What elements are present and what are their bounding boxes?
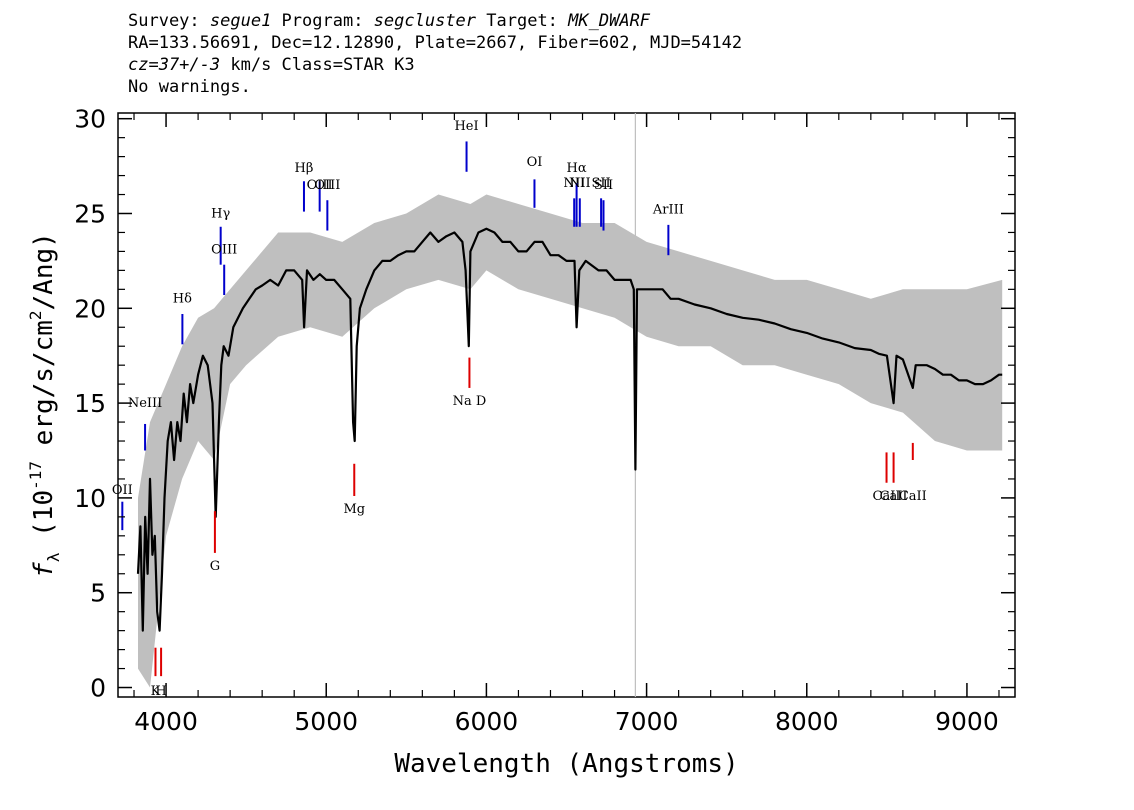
x-tick-label: 7000 bbox=[615, 707, 679, 736]
absorption-line-label: G bbox=[210, 559, 220, 574]
header-coordinates-line: RA=133.56691, Dec=12.12890, Plate=2667, … bbox=[128, 33, 743, 53]
y-tick-label: 25 bbox=[74, 199, 106, 228]
header-segment: segcluster bbox=[373, 11, 477, 31]
header-survey-line: Survey: segue1 Program: segcluster Targe… bbox=[128, 10, 742, 32]
y-tick-label: 5 bbox=[90, 579, 106, 608]
x-tick-label: 4000 bbox=[134, 707, 198, 736]
header-segment: Target: bbox=[476, 11, 569, 31]
header-segment: MK_DWARF bbox=[568, 11, 651, 31]
y-axis-title: fλ (10-17 erg/s/cm2/Ang) bbox=[26, 232, 63, 578]
header-segment: cz=37+/-3 bbox=[128, 55, 221, 75]
absorption-line-label: Na D bbox=[453, 394, 487, 409]
emission-line-label: Hδ bbox=[173, 292, 192, 307]
emission-line-label: OIII bbox=[211, 242, 237, 257]
error-band-group bbox=[138, 194, 1003, 688]
absorption-line-label: Mg bbox=[343, 502, 365, 517]
emission-line-label: Hγ bbox=[211, 206, 230, 221]
emission-line-label: Hβ bbox=[295, 161, 314, 176]
y-tick-label: 30 bbox=[74, 105, 106, 134]
plot-frame bbox=[117, 112, 1016, 698]
emission-line-label: SII bbox=[594, 178, 613, 193]
y-title-part: erg/s/cm bbox=[29, 320, 59, 461]
y-title-part: /Ang) bbox=[29, 232, 59, 310]
y-tick-label: 15 bbox=[74, 389, 106, 418]
flux-group bbox=[136, 227, 1003, 632]
emission-line-label: NeIII bbox=[128, 396, 162, 411]
absorption-line-label: K bbox=[151, 684, 161, 699]
emission-line-label: OIII bbox=[314, 178, 340, 193]
y-title-part: 2 bbox=[26, 310, 45, 320]
y-tick-label: 10 bbox=[74, 484, 106, 513]
x-axis-title: Wavelength (Angstroms) bbox=[394, 749, 738, 779]
y-tick-label: 20 bbox=[74, 294, 106, 323]
x-tick-label: 5000 bbox=[294, 707, 358, 736]
header-redshift-line: cz=37+/-3 km/s Class=STAR K3 bbox=[128, 54, 742, 76]
header-segment: km/s Class=STAR K3 bbox=[220, 55, 415, 75]
x-tick-label: 8000 bbox=[775, 707, 839, 736]
emission-line-label: OIII bbox=[307, 178, 333, 193]
error-band bbox=[138, 194, 1003, 688]
emission-line-label: SII bbox=[592, 176, 611, 191]
x-tick-label: 6000 bbox=[455, 707, 519, 736]
emission-line-label: OII bbox=[112, 483, 133, 498]
header-segment: Program: bbox=[271, 11, 374, 31]
emission-line-label: NII bbox=[563, 176, 585, 191]
y-title-part: -17 bbox=[26, 461, 45, 490]
header-segment: Survey: bbox=[128, 11, 210, 31]
absorption-line-label: CaII bbox=[899, 489, 927, 504]
emission-line-label: ArIII bbox=[652, 202, 684, 217]
y-title-part: λ bbox=[44, 552, 63, 562]
y-title-part: f bbox=[29, 562, 59, 578]
absorption-line-label: CaII bbox=[880, 489, 908, 504]
absorption-line-label: CaII bbox=[873, 489, 901, 504]
flux-line bbox=[136, 227, 1003, 632]
x-tick-label: 9000 bbox=[935, 707, 999, 736]
spectrum-header: Survey: segue1 Program: segcluster Targe… bbox=[128, 10, 742, 98]
y-tick-label: 0 bbox=[90, 674, 106, 703]
axes-group: 4000 5000 6000 7000 8000 9000 0 5 10 15 20 25 30 bbox=[74, 105, 1015, 736]
y-title-part: (10 bbox=[29, 490, 59, 553]
emission-line-label: OI bbox=[527, 155, 543, 170]
header-warnings-line: No warnings. bbox=[128, 77, 251, 97]
emission-line-label: HeI bbox=[454, 119, 478, 134]
absorption-line-label: H bbox=[155, 684, 166, 699]
emission-line-label: Hα bbox=[567, 161, 587, 176]
header-segment: segue1 bbox=[209, 11, 272, 31]
emission-line-label: NII bbox=[569, 176, 591, 191]
